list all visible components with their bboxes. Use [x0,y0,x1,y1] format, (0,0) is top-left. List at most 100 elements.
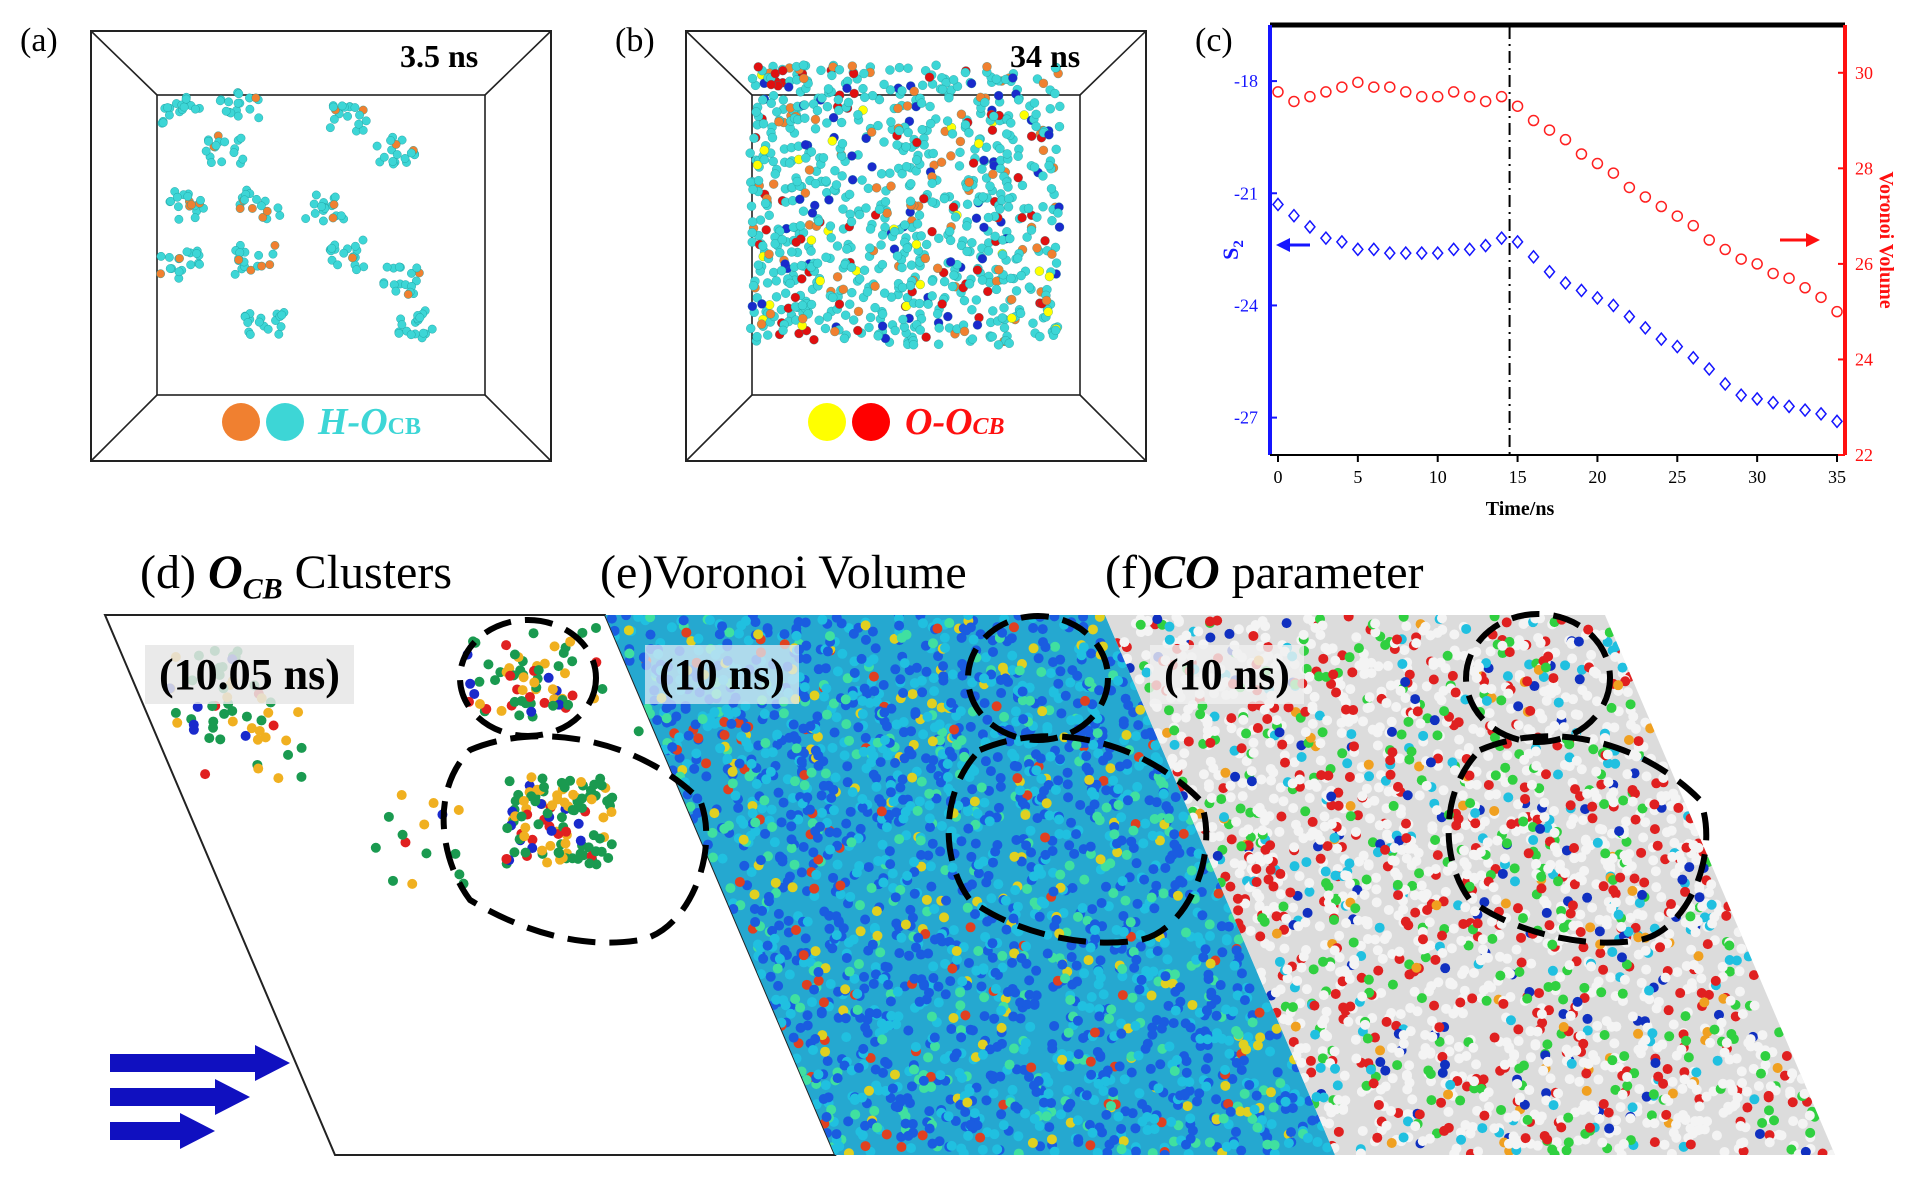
right-tick-label: 24 [1855,349,1873,369]
s2-point [1335,234,1348,250]
x-axis-label: Time/ns [1486,498,1555,520]
s2-point [1655,331,1668,347]
x-tick-label: 10 [1429,467,1447,487]
panel-d-title: (d) OCB Clusters [140,546,453,606]
panel-b-time: 34 ns [1010,38,1081,74]
voronoi-point [1751,258,1763,270]
panel-a-box [90,30,552,462]
voronoi-point [1336,81,1348,93]
right-tick-label: 28 [1855,158,1873,178]
s2-point [1479,238,1492,253]
s2-point [1447,242,1460,257]
x-tick-label: 5 [1353,467,1362,487]
panel-f-time: (10 ns) [1150,645,1304,704]
s2-point [1671,339,1684,354]
voronoi-point [1719,243,1731,256]
panel-b-label: (b) [615,22,655,59]
right-tick-label: 26 [1855,254,1873,274]
x-tick-label: 35 [1828,467,1846,487]
s2-point [1511,234,1524,250]
voronoi-point [1607,167,1620,179]
left-arrow-icon [1276,238,1310,252]
s2-point [1399,245,1412,261]
panel-d-time: (10.05 ns) [145,645,354,704]
panel-d-snapshot [103,614,837,1156]
panel-f-snapshot [1105,615,1835,1155]
voronoi-point [1543,124,1556,136]
panel-b-box [685,30,1147,462]
s2-point [1607,298,1620,313]
x-tick-label: 30 [1748,467,1766,487]
voronoi-point [1767,267,1779,280]
voronoi-point [1703,234,1715,246]
voronoi-point [1400,86,1412,98]
shear-flow-arrows-icon [110,1045,290,1149]
s2-point [1543,264,1556,279]
voronoi-point [1815,291,1827,304]
left-tick-label: -24 [1234,295,1258,315]
x-tick-label: 25 [1668,467,1686,487]
s2-point [1767,395,1780,410]
s2-point [1735,388,1748,403]
right-arrow-icon [1780,233,1820,247]
voronoi-point [1368,81,1380,93]
s2-point [1799,402,1812,418]
yellow-legend-dot [808,403,846,441]
right-tick-label: 22 [1855,445,1873,465]
panel-b-legend: O-OCB [905,401,1005,443]
s2-point [1367,242,1380,257]
voronoi-point [1671,210,1684,222]
s2-point [1431,245,1444,261]
panel-e-title: (e)Voronoi Volume [600,546,967,599]
voronoi-point [1495,90,1508,103]
panel-a-legend: H-OCB [318,401,421,443]
panel-e-snapshot [605,615,1335,1155]
s2-point [1831,414,1843,429]
x-tick-label: 0 [1273,467,1282,487]
voronoi-point [1831,305,1843,318]
panel-c-label: (c) [1195,22,1233,59]
o-ocb-clusters [745,60,1065,350]
panel-f-title: (f)CO parameter [1105,546,1424,599]
red-legend-dot [852,403,890,441]
voronoi-point [1511,100,1524,112]
right-axis-label: Voronoi Volume [1875,171,1897,308]
voronoi-point [1288,95,1300,108]
right-tick-label: 30 [1855,63,1873,83]
x-tick-label: 15 [1509,467,1527,487]
voronoi-point [1687,219,1700,232]
s2-point [1272,197,1284,212]
voronoi-point [1527,114,1540,127]
voronoi-point [1655,200,1668,213]
voronoi-point [1352,76,1364,89]
orange-legend-dot [222,403,260,441]
h-ocb-clusters [156,88,437,343]
panel-a-time: 3.5 ns [400,38,479,74]
left-tick-label: -27 [1234,408,1258,428]
cluster-outlines [440,611,1710,946]
voronoi-point [1272,86,1284,98]
s2-point [1527,249,1540,264]
voronoi-point [1735,253,1747,265]
panel-e-time: (10 ns) [645,645,799,704]
voronoi-point [1575,148,1588,160]
voronoi-point [1304,90,1316,103]
s2-point [1703,361,1716,377]
s2-point [1719,376,1732,392]
simulation-snapshots [103,611,1835,1156]
voronoi-point [1447,86,1460,98]
voronoi-point [1320,86,1332,98]
cyan-legend-dot [266,403,304,441]
s2-point [1591,290,1604,306]
s2-point [1815,406,1828,422]
s2-point [1639,320,1652,336]
left-axis-label: S2 [1218,240,1247,260]
voronoi-point [1799,282,1811,294]
s2-point [1383,245,1396,261]
voronoi-point [1415,90,1428,103]
s2-point [1783,399,1796,414]
voronoi-point [1559,133,1572,146]
voronoi-point [1623,181,1636,194]
s2-point [1623,309,1636,324]
